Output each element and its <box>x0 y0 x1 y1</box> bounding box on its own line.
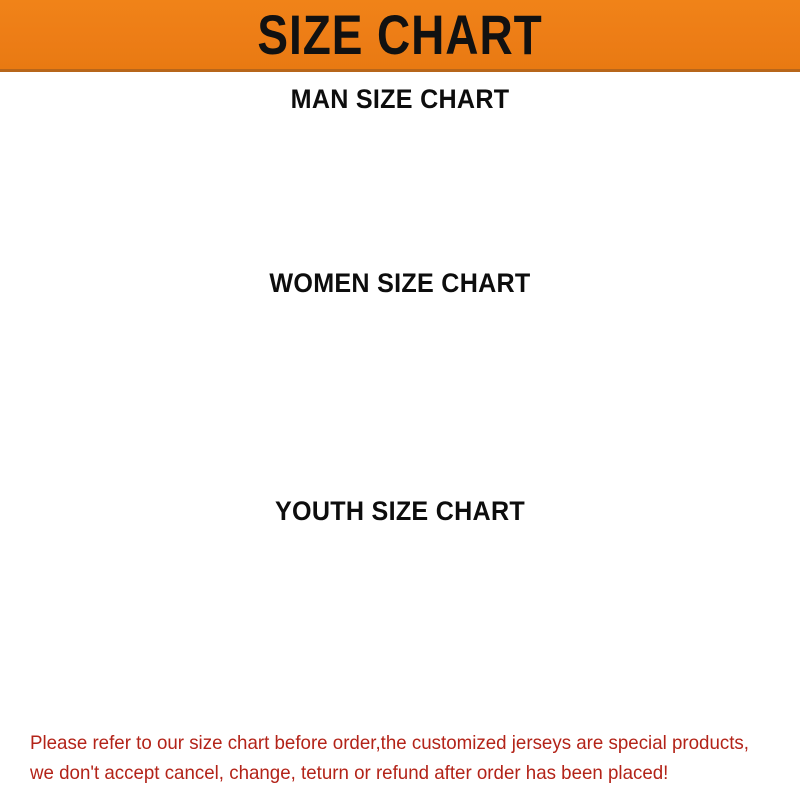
section-title-man: MAN SIZE CHART <box>290 84 510 114</box>
page-title: SIZE CHART <box>257 3 543 66</box>
order-notice-line-2: we don't accept cancel, change, teturn o… <box>30 762 669 784</box>
section-title-women: WOMEN SIZE CHART <box>269 268 531 298</box>
banner: SIZE CHART <box>0 0 800 72</box>
section-title-youth: YOUTH SIZE CHART <box>275 496 525 526</box>
order-notice-line-1: Please refer to our size chart before or… <box>30 732 749 754</box>
order-notice: Please refer to our size chart before or… <box>30 728 749 788</box>
